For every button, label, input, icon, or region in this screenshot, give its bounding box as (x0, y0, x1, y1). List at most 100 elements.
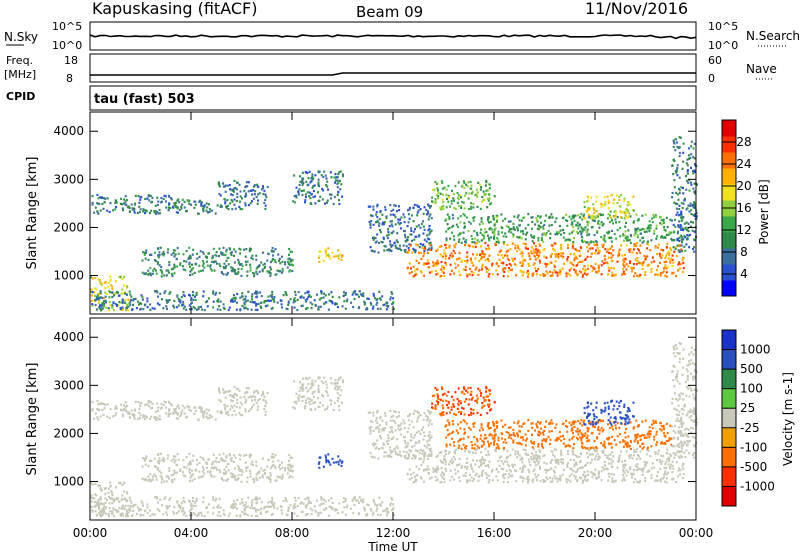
power-cell (554, 242, 557, 245)
velocity-cell (216, 514, 219, 517)
power-cell (442, 204, 445, 208)
power-cell (469, 222, 472, 225)
power-cell (524, 227, 527, 230)
velocity-cell (186, 405, 189, 408)
power-cell (131, 207, 134, 210)
power-cell (566, 219, 569, 222)
velocity-cell (459, 479, 462, 483)
velocity-cell (215, 457, 218, 460)
power-cell (156, 203, 159, 206)
power-cell (151, 200, 153, 203)
power-cell (598, 226, 601, 229)
velocity-cell (343, 506, 346, 509)
power-cell (418, 205, 420, 208)
power-cell (111, 288, 114, 291)
power-cell (586, 234, 589, 237)
power-cell (149, 211, 151, 215)
power-cell (142, 251, 144, 254)
velocity-cell (408, 412, 411, 415)
velocity-cell (379, 513, 382, 516)
power-cell (97, 292, 100, 295)
power-cell (396, 241, 399, 244)
power-cell (108, 291, 111, 294)
power-cell (532, 272, 535, 275)
velocity-cell (398, 411, 400, 414)
power-cell (393, 241, 396, 244)
power-cell (339, 170, 342, 173)
velocity-cell (246, 466, 249, 469)
velocity-cell (237, 464, 240, 468)
power-cell (414, 274, 417, 277)
power-cell (284, 261, 287, 264)
station-title: Kapuskasing (fitACF) (92, 0, 257, 18)
power-cell (670, 237, 673, 240)
power-cell (422, 220, 425, 223)
power-cell (466, 259, 469, 262)
power-cell (637, 275, 640, 278)
power-cell (218, 247, 221, 250)
power-cell (282, 294, 285, 297)
power-cell (165, 299, 168, 302)
velocity-cell (395, 452, 398, 455)
power-cell (145, 251, 148, 254)
velocity-cell (436, 454, 439, 457)
power-cell (690, 166, 692, 169)
velocity-cell (389, 426, 392, 429)
power-cell (669, 247, 672, 250)
power-cell (137, 195, 140, 198)
power-cell (472, 264, 475, 267)
velocity-cell (665, 477, 668, 480)
power-cell (464, 268, 467, 272)
velocity-cell (330, 399, 333, 402)
power-cell (238, 183, 241, 186)
power-cell (293, 298, 295, 301)
power-cell (207, 203, 210, 206)
power-cell (672, 246, 675, 249)
power-cell (385, 308, 388, 311)
power-cell (392, 230, 395, 233)
power-cell (647, 243, 650, 246)
velocity-cell (428, 453, 431, 456)
power-cell (180, 205, 183, 208)
velocity-cell (521, 458, 524, 461)
velocity-cell (287, 509, 290, 512)
power-cell (532, 248, 535, 251)
power-cell (274, 273, 277, 276)
power-cell (325, 301, 328, 304)
power-cell (159, 269, 162, 272)
power-cell (678, 146, 681, 149)
power-cell (152, 269, 155, 272)
velocity-cell (115, 486, 117, 489)
power-cell (472, 245, 474, 248)
power-cell (487, 268, 490, 271)
velocity-cell (279, 476, 282, 479)
power-cell (665, 271, 668, 274)
power-cell (224, 202, 227, 205)
power-cell (554, 271, 557, 274)
power-cell (679, 136, 682, 139)
velocity-region-8 (367, 409, 433, 460)
velocity-cell (618, 454, 621, 457)
velocity-cell (487, 481, 490, 484)
velocity-cell (545, 476, 548, 479)
power-cell (219, 300, 222, 303)
velocity-cell (391, 498, 394, 501)
power-cell (592, 207, 595, 210)
power-cell (685, 238, 688, 241)
power-cell (219, 265, 222, 268)
power-cell (497, 253, 500, 256)
velocity-cell (414, 441, 417, 444)
power-cell (654, 273, 657, 276)
velocity-cell (408, 414, 411, 417)
power-cell (312, 189, 315, 193)
power-cell (618, 254, 620, 257)
power-cell (143, 251, 146, 254)
velocity-cell (102, 413, 105, 416)
power-cell (325, 250, 327, 253)
power-cell (223, 262, 226, 265)
power-cell (445, 218, 448, 221)
velocity-cell (331, 508, 334, 511)
velocity-cell (180, 502, 183, 505)
power-cell (618, 252, 621, 255)
power-cell (387, 228, 390, 231)
